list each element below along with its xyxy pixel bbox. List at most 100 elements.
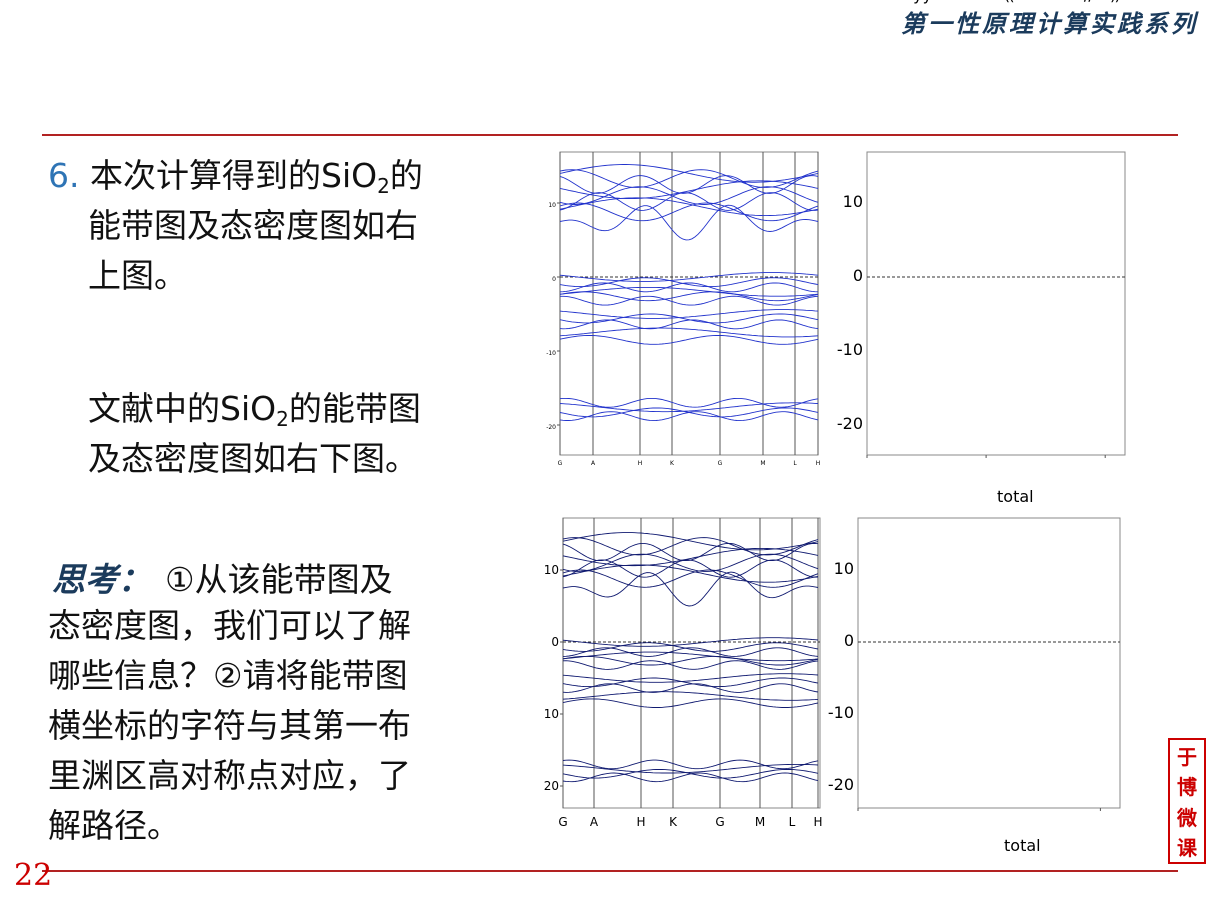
band-curve: [562, 542, 819, 562]
band-curve: [559, 282, 819, 293]
band-curve: [559, 402, 819, 413]
y-tick-label: -10: [828, 703, 854, 722]
p1-line: 上图。: [88, 256, 187, 295]
p2-line: 及态密度图如右下图。: [88, 439, 418, 478]
band-curve: [562, 677, 819, 688]
y-tick-label: 10: [544, 707, 559, 721]
think-line: 横坐标的字符与其第一布: [48, 706, 411, 745]
p2-text: 文献中的SiO: [88, 389, 277, 428]
plot-frame: [857, 517, 1121, 809]
stamp-char: 于: [1177, 744, 1197, 769]
band-curve: [562, 698, 819, 708]
rule-top: [42, 134, 1178, 136]
x-label: H: [638, 460, 643, 467]
band-curve: [559, 277, 819, 288]
think-label: 思考：: [52, 560, 151, 599]
x-label: A: [591, 460, 596, 467]
x-label: M: [760, 460, 765, 467]
y-tick-label: -10: [546, 350, 556, 357]
band-curve: [562, 547, 819, 567]
p1-text: 的: [389, 156, 423, 195]
band-curve: [559, 164, 819, 183]
band-curve: [562, 559, 819, 578]
dos-curve: [867, 177, 1111, 435]
band-curve: [562, 537, 819, 556]
band-curve: [559, 335, 819, 345]
think-line: 思考： ①从该能带图及: [52, 553, 393, 603]
stamp-char: 课: [1177, 836, 1197, 861]
band-curve: [559, 291, 819, 302]
y-tick-label: 20: [544, 779, 559, 793]
x-tick-label: 2: [1100, 0, 1110, 4]
p1-sub: 2: [377, 174, 390, 198]
band-curve: [562, 647, 819, 657]
y-tick-label: -20: [546, 424, 556, 431]
stamp-char: 微: [1177, 805, 1197, 830]
band-curve: [559, 286, 819, 297]
p1-text: 本次计算得到的SiO: [90, 156, 378, 195]
y-tick-label: -20: [828, 775, 854, 794]
y-tick-label: 10: [548, 202, 556, 209]
band-curve: [559, 202, 819, 222]
x-label: H: [816, 460, 821, 467]
band-curve: [562, 553, 819, 572]
x-axis-label: Density of States (electrons/eV): [862, 0, 1117, 4]
band-curve: [559, 186, 819, 205]
x-label: G: [715, 815, 724, 829]
p1-number: 6.: [48, 156, 80, 195]
band-curve: [562, 772, 819, 783]
x-label: G: [558, 815, 567, 829]
p2-line: 文献中的SiO2的能带图: [88, 386, 421, 442]
x-label: K: [670, 460, 675, 467]
band-curve: [562, 660, 819, 670]
band-curve: [559, 192, 819, 211]
y-tick-label: 10: [834, 559, 854, 578]
think-line: 态密度图，我们可以了解: [48, 606, 411, 645]
p1-line: 6. 本次计算得到的SiO2的: [48, 153, 423, 209]
think-line: 哪些信息？②请将能带图: [48, 656, 408, 695]
plot-frame: [559, 151, 819, 456]
x-tick-label: 0: [862, 0, 872, 4]
band-curve: [562, 691, 819, 701]
band-curve: [559, 204, 819, 241]
x-tick-label: 1: [981, 0, 991, 4]
band-curve: [562, 569, 819, 588]
band-curve: [559, 319, 819, 330]
band-curve: [562, 651, 819, 662]
band-curve: [559, 197, 819, 217]
y-tick-label: 0: [551, 635, 559, 649]
x-label: G: [558, 460, 563, 467]
x-label: L: [793, 460, 797, 467]
x-tick-label: 0: [853, 0, 863, 4]
x-tick-label: 2: [1095, 0, 1105, 4]
band-curve: [559, 327, 819, 338]
x-label: K: [669, 815, 678, 829]
p2-sub: 2: [276, 407, 289, 431]
rule-bottom: [42, 870, 1178, 872]
x-axis-label: Density of States(electrons/eV): [871, 0, 1120, 4]
dos-curve: [858, 543, 1098, 787]
y-tick-label: -10: [837, 340, 863, 359]
think-text: ①从该能带图及: [165, 560, 393, 599]
stamp: 于博微课: [1168, 738, 1206, 864]
band-curve: [562, 571, 819, 607]
band-curve: [559, 180, 819, 200]
x-label: H: [636, 815, 645, 829]
think-line: 里渊区高对称点对应，了: [48, 756, 411, 795]
band-curve: [562, 763, 819, 774]
p2-text: 的能带图: [288, 389, 421, 428]
think-line: 解路径。: [48, 806, 180, 845]
band-curve: [562, 759, 819, 770]
y-tick-label: 10: [843, 192, 863, 211]
y-tick-label: 0: [853, 266, 863, 285]
y-tick-label: -20: [837, 414, 863, 433]
band-curve: [562, 637, 819, 647]
stamp-char: 博: [1177, 775, 1197, 800]
band-curve: [562, 532, 819, 551]
x-label: A: [590, 815, 599, 829]
band-curve: [562, 642, 819, 652]
plot-frame: [866, 151, 1126, 456]
band-curve: [559, 309, 819, 319]
